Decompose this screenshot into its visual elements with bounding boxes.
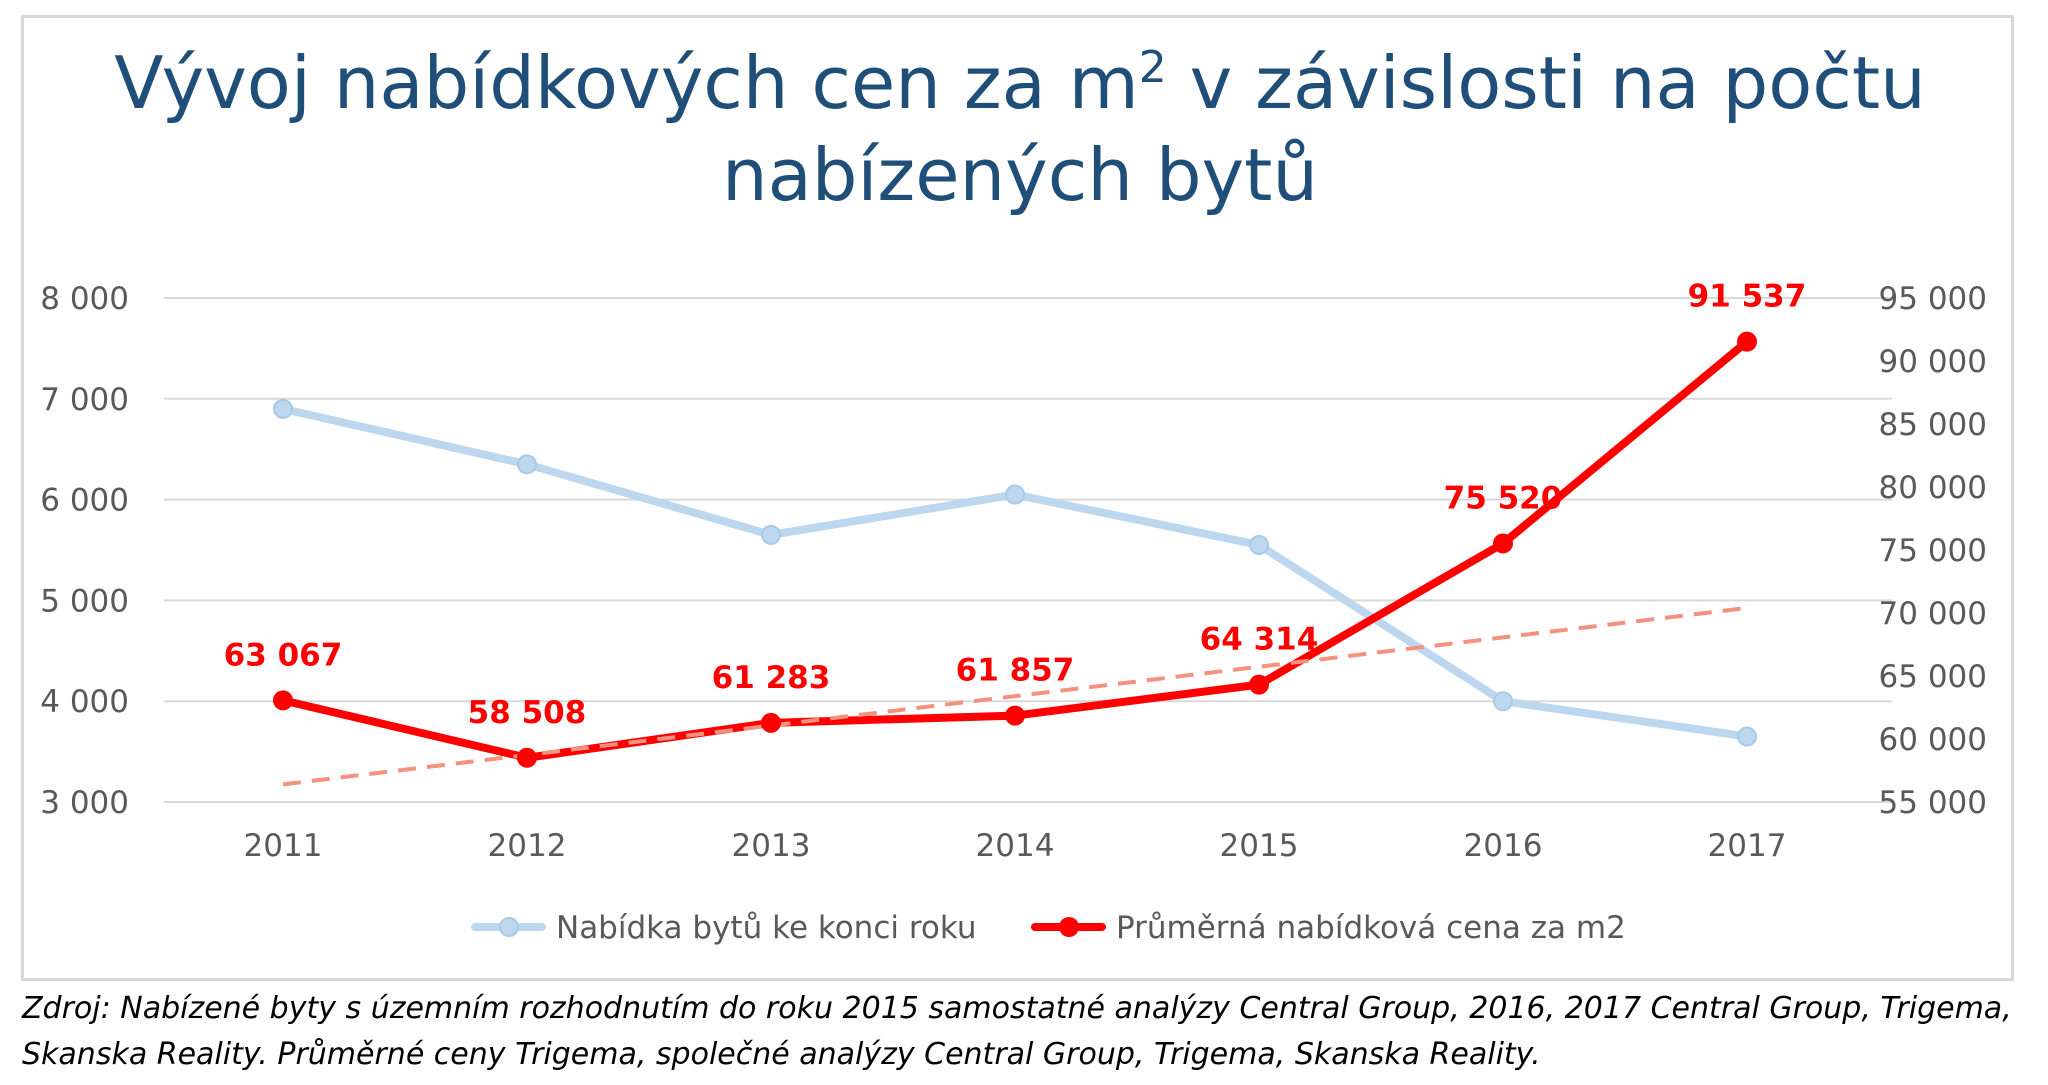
left-tick-label: 8 000: [40, 281, 129, 317]
data-label: 63 067: [224, 637, 343, 673]
right-tick-label: 55 000: [1879, 785, 1987, 821]
chart-title-line-1: Vývoj nabídkových cen za m2 v závislosti…: [114, 41, 1925, 125]
point-avg-price: [273, 690, 293, 711]
chart-svg: Vývoj nabídkových cen za m2 v závislosti…: [40, 41, 1987, 946]
data-label: 91 537: [1688, 279, 1807, 315]
point-offer-count: [1005, 484, 1025, 505]
left-tick-label: 4 000: [40, 684, 129, 720]
title-superscript: 2: [1139, 42, 1167, 93]
x-tick-label: 2014: [976, 828, 1055, 864]
point-offer-count: [761, 524, 781, 545]
legend-label-offer-count: Nabídka bytů ke konci roku: [556, 910, 977, 946]
x-axis: 2011 2012 2013 2014 2015 2016 2017: [244, 828, 1787, 864]
right-tick-label: 85 000: [1879, 407, 1987, 443]
chart-frame: Vývoj nabídkových cen za m2 v závislosti…: [21, 15, 2014, 981]
point-offer-count: [1737, 726, 1757, 747]
data-label: 61 283: [712, 660, 831, 696]
series: 63 067 58 508 61 283 61 857 64 314 75 520 91 5…: [224, 279, 1807, 787]
legend-marker-avg-price: [1059, 917, 1079, 937]
right-tick-label: 70 000: [1879, 596, 1987, 632]
left-tick-label: 7 000: [40, 382, 129, 418]
gridlines: [164, 297, 1892, 803]
right-tick-label: 65 000: [1879, 659, 1987, 695]
x-tick-label: 2011: [244, 828, 323, 864]
chart-title-line-2: nabízených bytů: [722, 133, 1318, 217]
point-avg-price: [1737, 331, 1757, 352]
point-offer-count: [517, 454, 537, 475]
legend: Nabídka bytů ke konci roku Průměrná nabíd…: [471, 910, 1626, 946]
data-label: 64 314: [1200, 622, 1319, 658]
x-tick-label: 2016: [1464, 828, 1543, 864]
point-avg-price: [1493, 533, 1513, 554]
left-tick-label: 6 000: [40, 483, 129, 519]
left-axis: 3 000 4 000 5 000 6 000 7 000 8 000: [40, 281, 129, 821]
point-avg-price: [1249, 674, 1269, 695]
legend-label-avg-price: Průměrná nabídková cena za m2: [1116, 910, 1626, 946]
x-tick-label: 2017: [1708, 828, 1787, 864]
data-label: 58 508: [468, 695, 587, 731]
point-offer-count: [1493, 691, 1513, 712]
right-tick-label: 80 000: [1879, 470, 1987, 506]
left-tick-label: 5 000: [40, 583, 129, 619]
right-tick-label: 75 000: [1879, 533, 1987, 569]
legend-marker-offer-count: [499, 917, 519, 937]
x-tick-label: 2012: [488, 828, 567, 864]
data-label: 75 520: [1444, 480, 1563, 516]
source-note: Zdroj: Nabízené byty s územním rozhodnut…: [22, 986, 2022, 1078]
right-tick-label: 60 000: [1879, 722, 1987, 758]
source-note-line-1: Zdroj: Nabízené byty s územním rozhodnut…: [22, 991, 2012, 1026]
data-label: 61 857: [956, 653, 1075, 689]
point-avg-price: [1005, 705, 1025, 726]
title-text-main: Vývoj nabídkových cen za m: [114, 41, 1139, 125]
right-tick-label: 95 000: [1879, 281, 1987, 317]
point-offer-count: [273, 398, 293, 419]
x-tick-label: 2015: [1220, 828, 1299, 864]
right-tick-label: 90 000: [1879, 344, 1987, 380]
point-avg-price: [517, 747, 537, 768]
x-tick-label: 2013: [732, 828, 811, 864]
point-avg-price: [761, 712, 781, 733]
source-note-line-2: Skanska Reality. Průměrné ceny Trigema, …: [22, 1037, 1541, 1072]
left-tick-label: 3 000: [40, 785, 129, 821]
right-axis: 55 000 60 000 65 000 70 000 75 000 80 000 85 0…: [1879, 281, 1987, 821]
point-offer-count: [1249, 534, 1269, 555]
title-text-rest: v závislosti na počtu: [1167, 41, 1926, 125]
